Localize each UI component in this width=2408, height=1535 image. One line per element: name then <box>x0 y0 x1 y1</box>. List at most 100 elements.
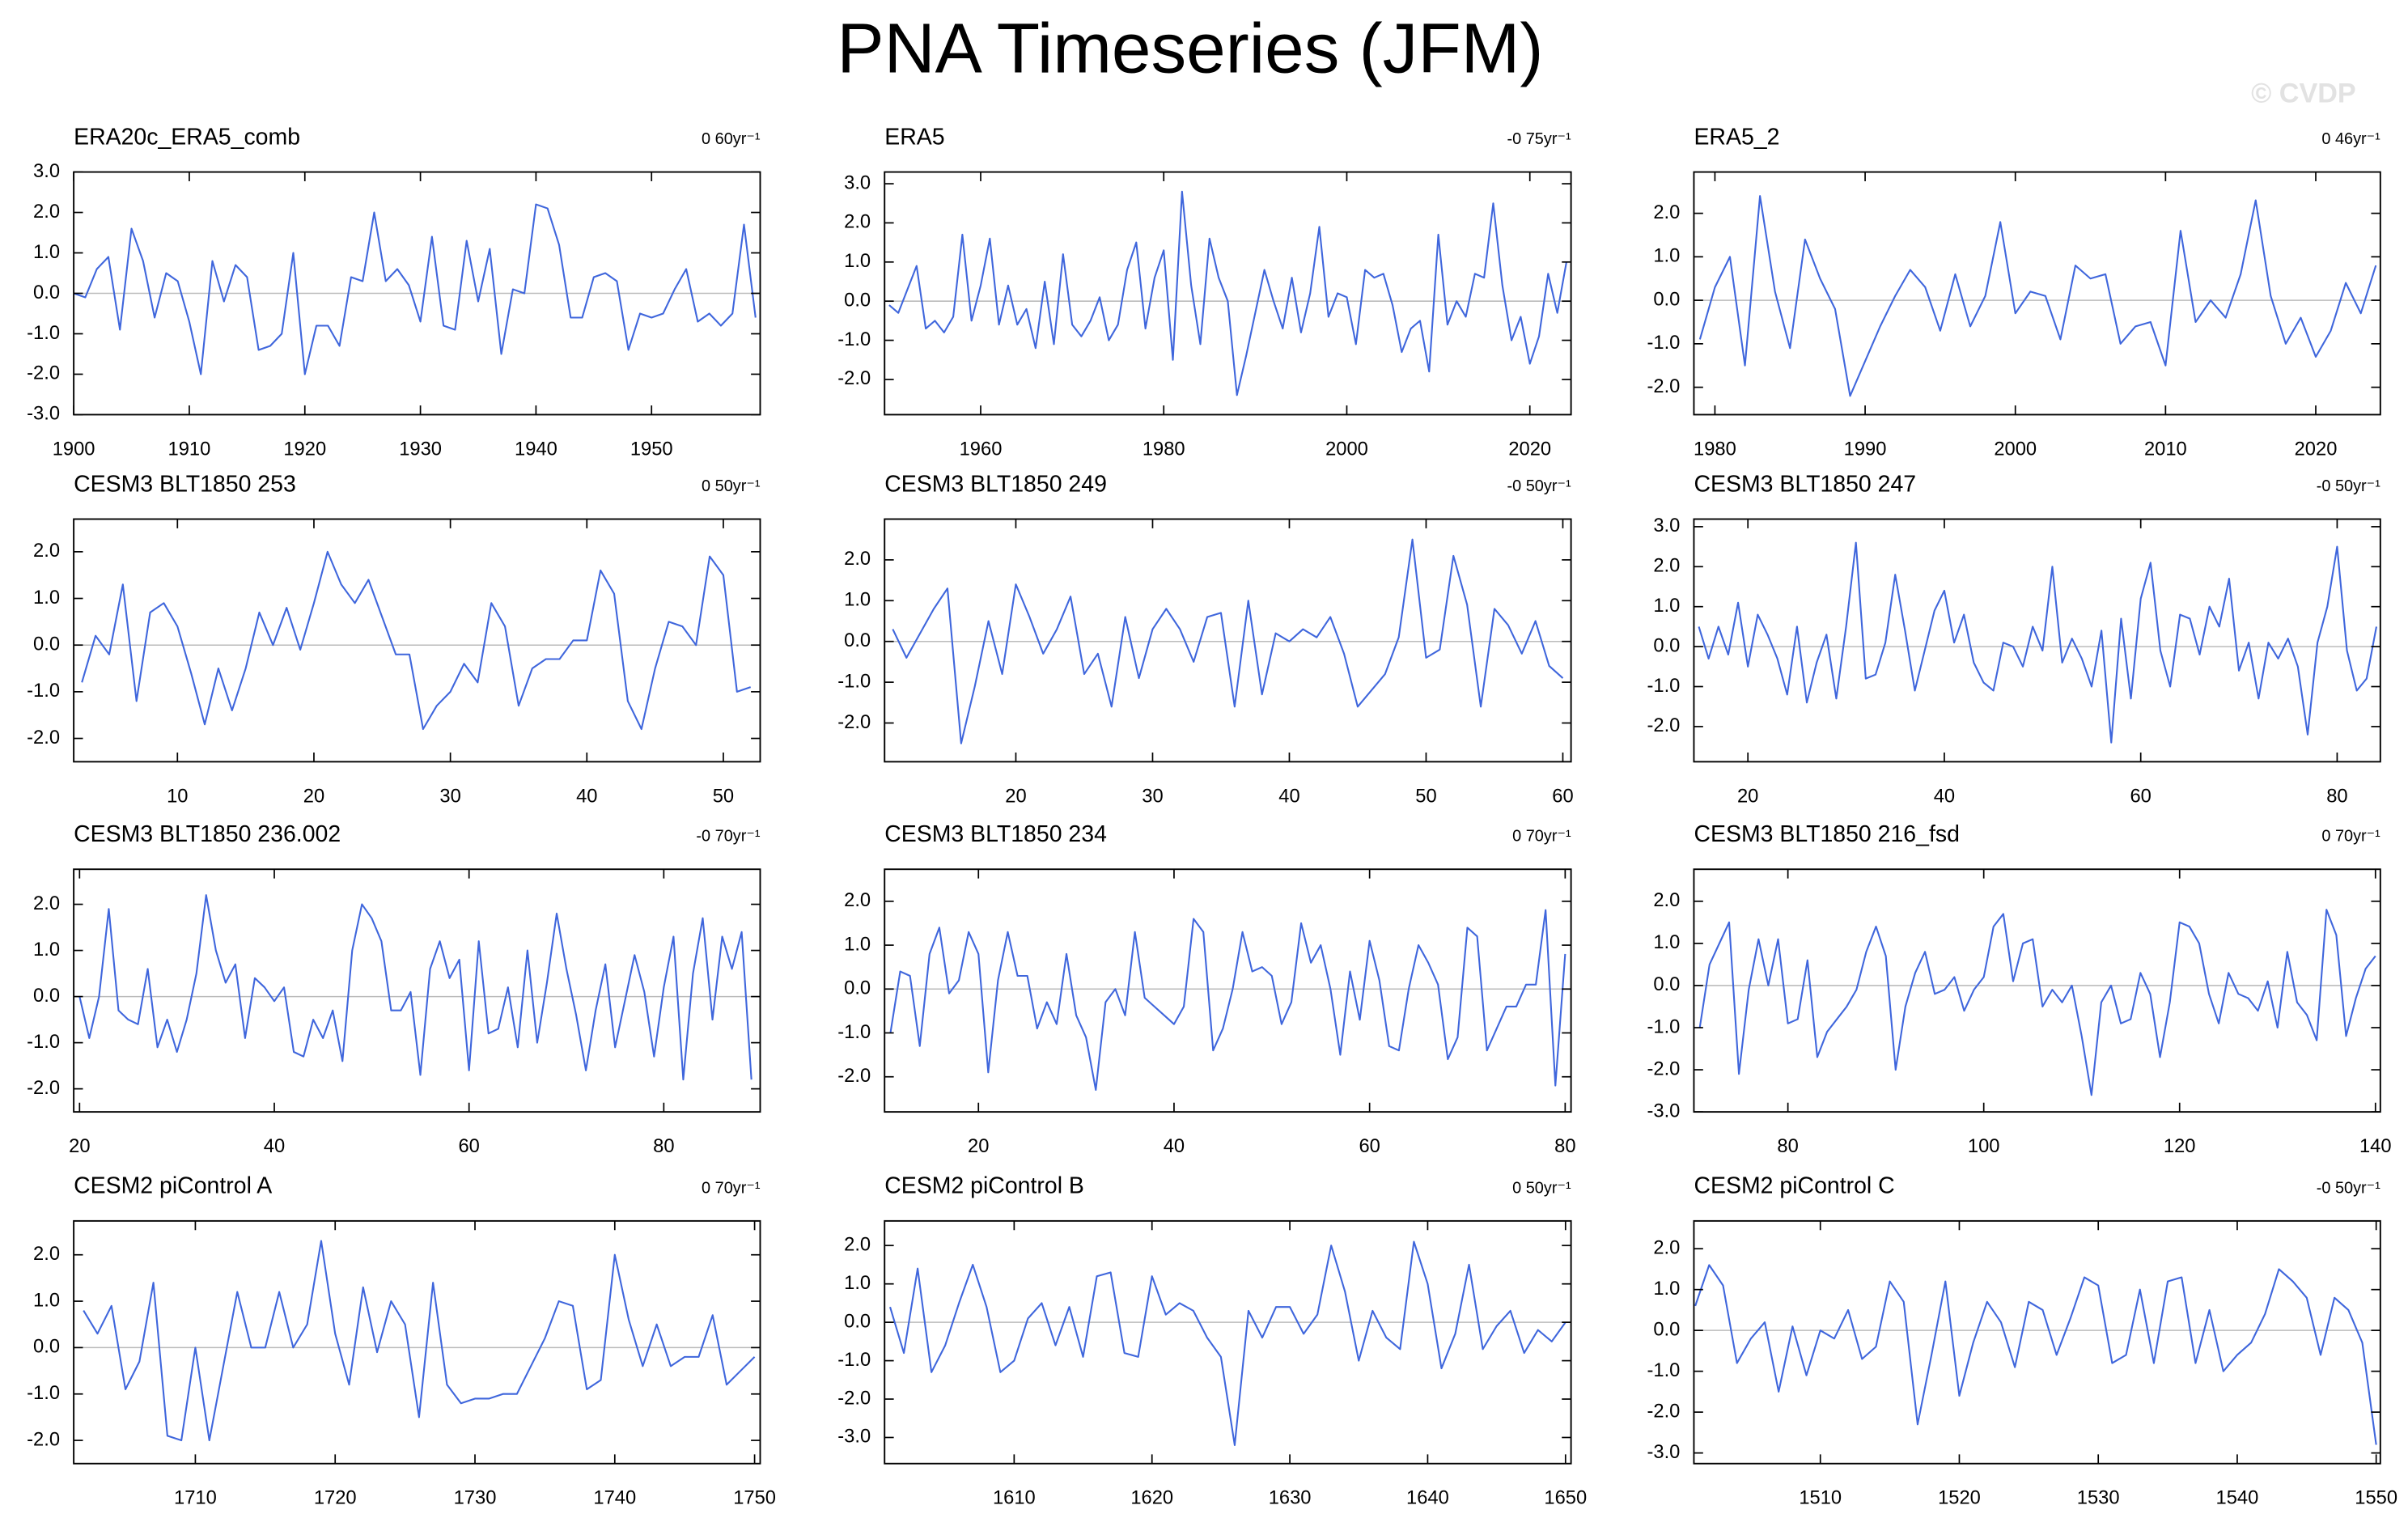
x-tick-label: 40 <box>1934 786 1955 807</box>
data-line <box>73 203 757 375</box>
y-tick-label: 1.0 <box>1653 246 1680 267</box>
x-tick-label: 10 <box>167 786 188 807</box>
y-tick-label: 0.0 <box>33 1337 60 1358</box>
y-tick-label: -2.0 <box>27 1078 60 1099</box>
x-tick-label: 1610 <box>993 1488 1036 1509</box>
y-tick-label: -3.0 <box>1647 1442 1680 1463</box>
x-tick-label: 50 <box>1415 786 1436 807</box>
y-tick-label: -2.0 <box>27 1429 60 1450</box>
y-tick-label: -2.0 <box>837 1388 871 1409</box>
x-tick-label: 1520 <box>1938 1488 1981 1509</box>
y-tick-label: 3.0 <box>33 161 60 182</box>
x-tick-label: 2000 <box>1325 439 1368 460</box>
trend-label: 0 60yr⁻¹ <box>702 130 761 148</box>
x-tick-label: 1720 <box>314 1488 357 1509</box>
x-tick-label: 30 <box>439 786 460 807</box>
x-tick-label: 100 <box>1968 1136 2000 1157</box>
panel-title: CESM3 BLT1850 234 <box>884 821 1107 847</box>
x-tick-label: 30 <box>1142 786 1163 807</box>
x-tick-label: 1950 <box>630 439 673 460</box>
y-tick-label: -1.0 <box>27 1383 60 1404</box>
panel-title: ERA20c_ERA5_comb <box>74 124 300 150</box>
y-tick-label: -1.0 <box>837 329 871 350</box>
y-tick-label: 0.0 <box>1653 635 1680 656</box>
y-tick-label: -3.0 <box>27 404 60 425</box>
figure-title: PNA Timeseries (JFM) <box>837 8 1543 87</box>
x-tick-label: 1980 <box>1694 439 1736 460</box>
y-tick-label: 0.0 <box>33 634 60 655</box>
data-line <box>889 1240 1566 1447</box>
x-tick-label: 1510 <box>1799 1488 1842 1509</box>
y-tick-label: -2.0 <box>1647 1058 1680 1079</box>
y-tick-label: 3.0 <box>1653 515 1680 536</box>
data-line <box>1698 909 2376 1096</box>
x-tick-label: 60 <box>2130 786 2151 807</box>
y-tick-label: 1.0 <box>1653 596 1680 617</box>
panel-title: CESM3 BLT1850 249 <box>884 471 1107 497</box>
y-tick-label: 2.0 <box>1653 890 1680 911</box>
data-line <box>1698 541 2377 744</box>
y-tick-label: -1.0 <box>837 1350 871 1371</box>
y-tick-label: -1.0 <box>27 1032 60 1053</box>
x-tick-label: 20 <box>69 1136 90 1157</box>
x-tick-label: 80 <box>2326 786 2347 807</box>
y-tick-label: 2.0 <box>33 1244 60 1265</box>
trend-label: -0 75yr⁻¹ <box>1507 130 1571 148</box>
y-tick-label: -2.0 <box>1647 715 1680 736</box>
x-tick-label: 80 <box>1554 1136 1575 1157</box>
panel-title: CESM3 BLT1850 253 <box>74 471 296 497</box>
x-tick-label: 1530 <box>2077 1488 2120 1509</box>
x-tick-label: 1740 <box>593 1488 636 1509</box>
y-tick-label: -2.0 <box>837 1066 871 1087</box>
y-tick-label: 2.0 <box>1653 1237 1680 1258</box>
y-tick-label: 2.0 <box>33 893 60 914</box>
y-tick-label: -1.0 <box>837 1022 871 1043</box>
x-tick-label: 1650 <box>1544 1488 1587 1509</box>
y-tick-label: -2.0 <box>837 712 871 733</box>
x-tick-label: 140 <box>2359 1136 2392 1157</box>
y-tick-label: 2.0 <box>33 541 60 562</box>
x-tick-label: 1930 <box>399 439 442 460</box>
x-tick-label: 120 <box>2164 1136 2196 1157</box>
data-line <box>1698 195 2377 397</box>
x-tick-label: 20 <box>303 786 324 807</box>
y-tick-label: -2.0 <box>1647 376 1680 397</box>
x-tick-label: 80 <box>653 1136 674 1157</box>
y-tick-label: -3.0 <box>1647 1100 1680 1122</box>
y-tick-label: 0.0 <box>844 1311 871 1332</box>
plot-frame <box>73 518 761 763</box>
y-tick-label: -1.0 <box>1647 676 1680 697</box>
x-tick-label: 1940 <box>515 439 557 460</box>
panel-title: ERA5 <box>884 124 944 150</box>
x-tick-label: 1730 <box>454 1488 497 1509</box>
x-tick-label: 2020 <box>1508 439 1551 460</box>
x-tick-label: 20 <box>968 1136 989 1157</box>
panel-title: ERA5_2 <box>1694 124 1779 150</box>
plot-frame <box>1693 868 2381 1113</box>
y-tick-label: -1.0 <box>1647 1016 1680 1037</box>
x-tick-label: 1540 <box>2216 1488 2259 1509</box>
plot-frame <box>884 171 1572 416</box>
data-line <box>892 538 1564 744</box>
plot-frame <box>1693 1219 2381 1465</box>
y-tick-label: 0.0 <box>844 290 871 311</box>
y-tick-label: 1.0 <box>1653 932 1680 953</box>
x-tick-label: 1710 <box>174 1488 217 1509</box>
x-tick-label: 20 <box>1005 786 1026 807</box>
data-line <box>78 894 752 1081</box>
y-tick-label: -2.0 <box>27 727 60 748</box>
y-tick-label: 2.0 <box>844 890 871 911</box>
x-tick-label: 1990 <box>1844 439 1887 460</box>
data-line <box>83 1240 756 1442</box>
x-tick-label: 1640 <box>1406 1488 1449 1509</box>
y-tick-label: -1.0 <box>837 671 871 692</box>
y-tick-label: 2.0 <box>844 549 871 570</box>
y-tick-label: -1.0 <box>1647 1360 1680 1381</box>
plot-frame <box>884 518 1572 763</box>
y-tick-label: 0.0 <box>1653 974 1680 995</box>
trend-label: 0 70yr⁻¹ <box>1512 828 1571 846</box>
y-tick-label: -1.0 <box>27 681 60 702</box>
x-tick-label: 60 <box>1359 1136 1380 1157</box>
x-tick-label: 1550 <box>2355 1488 2397 1509</box>
data-line <box>889 909 1566 1092</box>
